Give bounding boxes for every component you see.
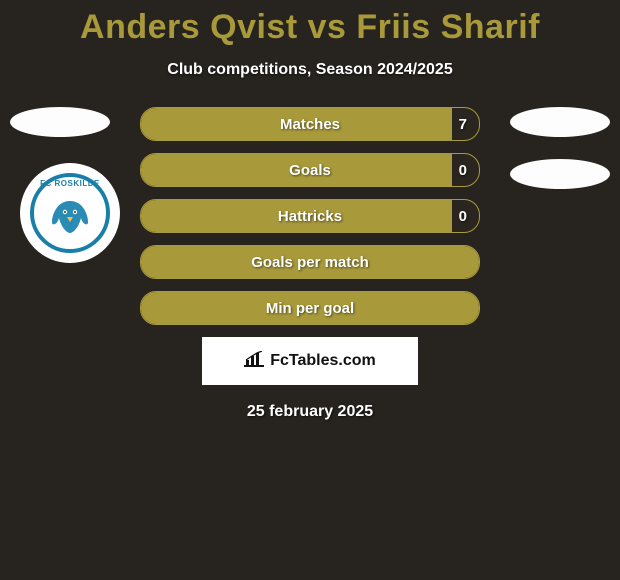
stat-value: 0 bbox=[459, 200, 467, 232]
brand-text: FcTables.com bbox=[270, 352, 376, 370]
stat-label: Hattricks bbox=[141, 200, 479, 232]
eagle-icon bbox=[45, 195, 95, 239]
stat-label: Matches bbox=[141, 108, 479, 140]
stat-label: Goals per match bbox=[141, 246, 479, 278]
club-badge-text: FC ROSKILDE bbox=[40, 179, 100, 188]
stats-table: Matches 7 Goals 0 Hattricks 0 Goals per … bbox=[140, 107, 480, 325]
player-photo-right-placeholder-2 bbox=[510, 159, 610, 189]
stat-label: Min per goal bbox=[141, 292, 479, 324]
content-region: FC ROSKILDE Matches 7 Goals 0 bbox=[0, 107, 620, 421]
club-badge-ring: FC ROSKILDE bbox=[30, 173, 110, 253]
page-title: Anders Qvist vs Friis Sharif bbox=[0, 0, 620, 47]
stat-row-goals-per-match: Goals per match bbox=[140, 245, 480, 279]
player-photo-right-placeholder bbox=[510, 107, 610, 137]
source-brand[interactable]: FcTables.com bbox=[202, 337, 418, 385]
club-badge: FC ROSKILDE bbox=[20, 163, 120, 263]
player-photo-left-placeholder bbox=[10, 107, 110, 137]
stat-label: Goals bbox=[141, 154, 479, 186]
page-subtitle: Club competitions, Season 2024/2025 bbox=[0, 61, 620, 79]
stat-row-min-per-goal: Min per goal bbox=[140, 291, 480, 325]
date-label: 25 february 2025 bbox=[0, 403, 620, 421]
stat-row-matches: Matches 7 bbox=[140, 107, 480, 141]
stat-value: 0 bbox=[459, 154, 467, 186]
bar-chart-icon bbox=[244, 351, 264, 372]
stat-row-goals: Goals 0 bbox=[140, 153, 480, 187]
stat-row-hattricks: Hattricks 0 bbox=[140, 199, 480, 233]
stat-value: 7 bbox=[459, 108, 467, 140]
